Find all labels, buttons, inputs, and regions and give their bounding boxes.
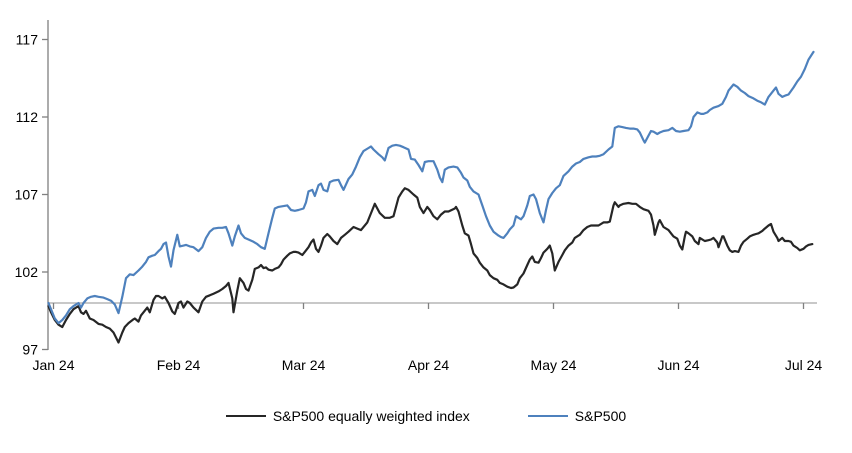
sp500-line-swatch xyxy=(527,415,568,417)
equal-weight-index-line xyxy=(47,187,814,344)
x-axis-tick-label: Jul 24 xyxy=(785,357,823,373)
legend-label-equal-weight: S&P500 equally weighted index xyxy=(272,408,470,424)
x-axis-tick-label: Jun 24 xyxy=(657,357,699,373)
equal-weight-line-swatch xyxy=(225,415,266,417)
legend-label-sp500: S&P500 xyxy=(574,408,627,424)
legend-item-sp500: S&P500 xyxy=(527,408,627,424)
y-axis-tick-label: 112 xyxy=(16,109,39,125)
y-axis-tick-label: 107 xyxy=(15,187,39,203)
sp500-line xyxy=(47,50,815,325)
legend-item-equal-weight: S&P500 equally weighted index xyxy=(225,408,470,424)
y-axis-tick-label: 97 xyxy=(22,342,38,358)
x-axis-tick-label: Feb 24 xyxy=(157,357,201,373)
x-axis-tick-label: May 24 xyxy=(531,357,577,373)
x-axis-tick-label: Mar 24 xyxy=(282,357,326,373)
line-chart-canvas: 97 102 107 112 117 Jan 24 Feb 24 Mar 24 Apr 24 Ma… xyxy=(15,20,823,373)
y-axis-tick-label: 102 xyxy=(15,264,39,280)
chart-legend: S&P500 equally weighted index S&P500 xyxy=(0,408,852,424)
x-axis-tick-label: Apr 24 xyxy=(408,357,449,373)
x-axis-tick-label: Jan 24 xyxy=(32,357,74,373)
y-axis-tick-label: 117 xyxy=(16,32,39,48)
